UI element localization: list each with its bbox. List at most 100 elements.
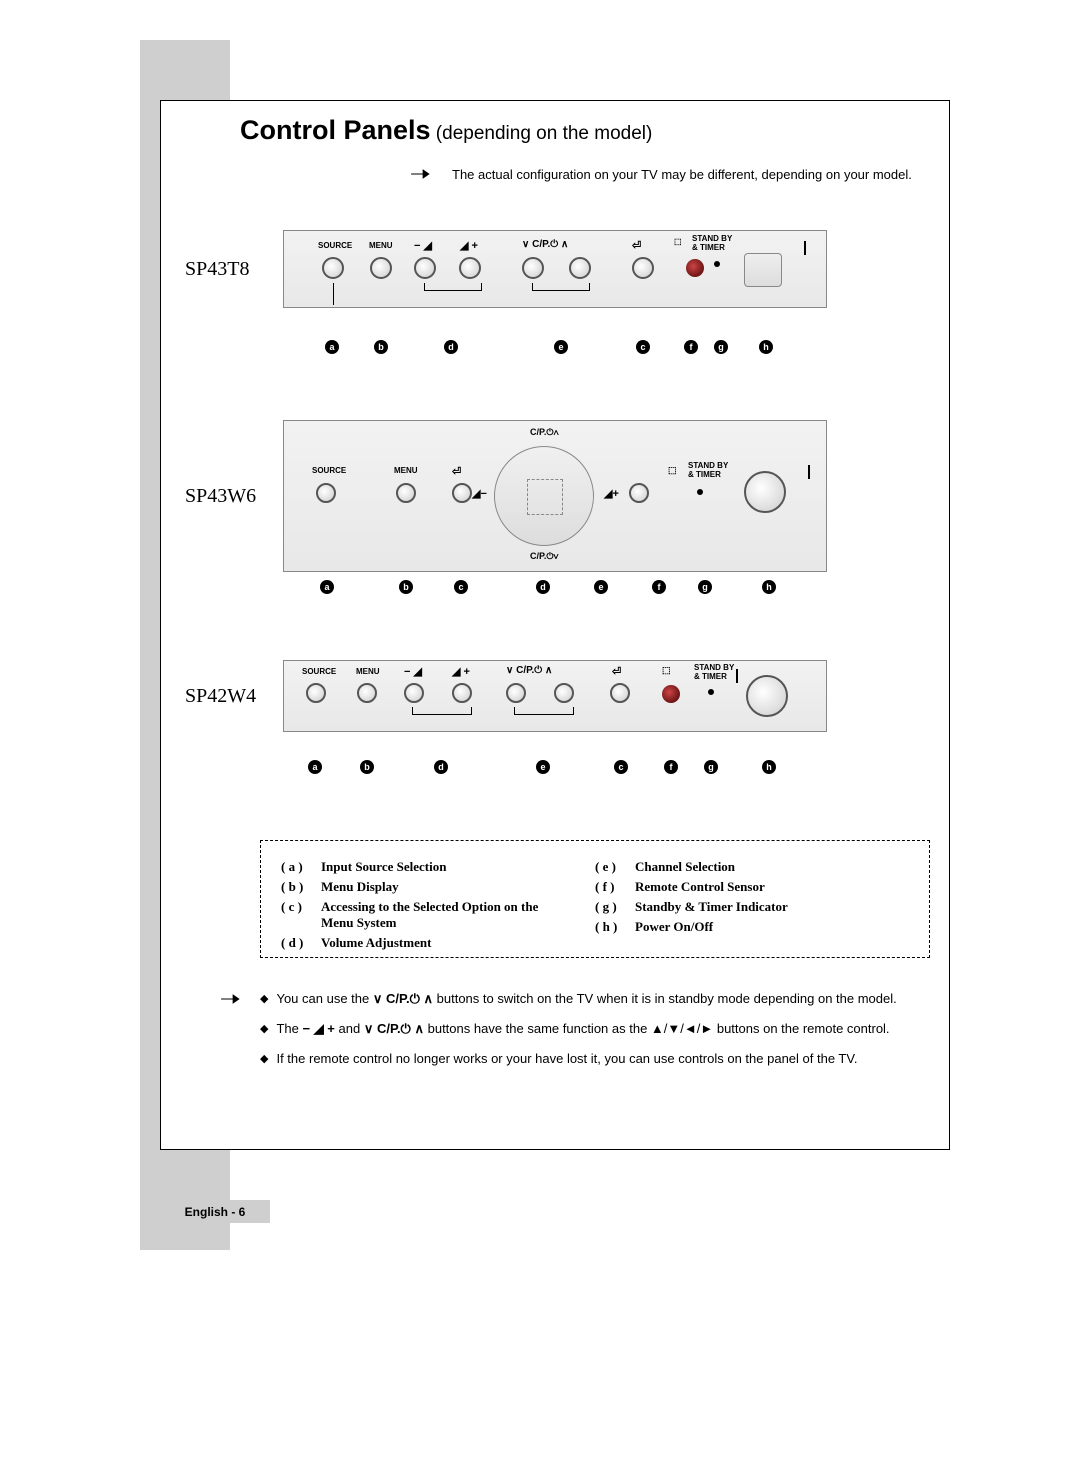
c2-a: a (320, 580, 334, 594)
n2c: buttons have the same function as the ▲/… (428, 1021, 890, 1036)
source-label-3: SOURCE (302, 667, 336, 676)
menu-button[interactable] (370, 257, 392, 279)
vol-down-3[interactable] (404, 683, 424, 703)
menu-label-2: MENU (394, 466, 418, 475)
title-rest: (depending on the model) (431, 123, 653, 144)
c2-g: g (698, 580, 712, 594)
leg-b: Menu Display (321, 879, 399, 895)
timer-label-3: & TIMER (694, 672, 727, 681)
ch-down-3[interactable] (506, 683, 526, 703)
c3-a: a (308, 760, 322, 774)
c3-e: e (536, 760, 550, 774)
callout-c: c (636, 340, 650, 354)
notes-arrow-icon (220, 992, 242, 1081)
footer-page: English - 6 (160, 1200, 270, 1223)
n1-sym: ∨ C/P.⏻ ∧ (373, 991, 433, 1006)
vol-plus-label: ◢ + (460, 239, 478, 252)
note-3: ◆ If the remote control no longer works … (260, 1050, 940, 1068)
legend-col-left: ( a )Input Source Selection ( b )Menu Di… (281, 855, 595, 943)
power-button-2[interactable] (744, 471, 786, 513)
c3-g: g (704, 760, 718, 774)
title-bold: Control Panels (240, 115, 431, 145)
ch-up-button[interactable] (569, 257, 591, 279)
cp-down-label: C/P.⏻∨ (530, 551, 559, 562)
enter-icon-2: ⏎ (452, 465, 461, 478)
panel-group-1: SP43T8 SOURCE MENU − ◢ ◢ + ∨ C/P.⏻ ∧ ⏎ ⬚… (185, 230, 827, 308)
sensor-symbol-icon: ⬚ (674, 237, 682, 246)
n2-vol: − ◢ + (302, 1021, 334, 1036)
vol-up-button[interactable] (459, 257, 481, 279)
source-button-2[interactable] (316, 483, 336, 503)
cp-up-label: C/P.⏻∧ (530, 427, 559, 438)
power-button-3[interactable] (746, 675, 788, 717)
power-pipe-3-icon (736, 669, 738, 683)
leg-f: Remote Control Sensor (635, 879, 765, 895)
vol-neg-2: ◢− (472, 487, 487, 500)
callout-b: b (374, 340, 388, 354)
leg-d: Volume Adjustment (321, 935, 431, 951)
menu-button-2[interactable] (396, 483, 416, 503)
callout-h: h (759, 340, 773, 354)
model-label-3: SP42W4 (185, 685, 265, 708)
standby-label-2: STAND BY (688, 461, 728, 470)
note-arrow-icon (410, 167, 432, 184)
legend-box: ( a )Input Source Selection ( b )Menu Di… (260, 840, 930, 958)
remote-sensor-3 (662, 685, 680, 703)
enter-button[interactable] (632, 257, 654, 279)
cp-label: ∨ C/P.⏻ ∧ (522, 239, 568, 250)
vol-pos-2: ◢+ (604, 487, 619, 500)
vol-minus-label: − ◢ (414, 239, 432, 252)
leg-c: Accessing to the Selected Option on the … (321, 899, 551, 931)
top-note-text: The actual configuration on your TV may … (452, 167, 912, 182)
callout-e: e (554, 340, 568, 354)
sensor-sym-2: ⬚ (668, 465, 677, 476)
c2-c: c (454, 580, 468, 594)
standby-label-3: STAND BY (694, 663, 734, 672)
ch-up-3[interactable] (554, 683, 574, 703)
power-pipe-icon (804, 241, 806, 255)
panel-group-3: SP42W4 SOURCE MENU − ◢ ◢ + ∨ C/P.⏻ ∧ ⏎ ⬚… (185, 660, 827, 732)
source-button-3[interactable] (306, 683, 326, 703)
vol-side-button[interactable] (629, 483, 649, 503)
model-label-1: SP43T8 (185, 258, 265, 281)
note-2: ◆ The − ◢ + and ∨ C/P.⏻ ∧ buttons have t… (260, 1020, 940, 1038)
panel-2: SOURCE MENU ⏎ ◢− C/P.⏻∧ C/P.⏻∨ ◢+ ⬚ STAN… (283, 420, 827, 572)
vol-down-button[interactable] (414, 257, 436, 279)
callout-g: g (714, 340, 728, 354)
source-label: SOURCE (318, 241, 352, 250)
c2-d: d (536, 580, 550, 594)
enter-icon-3: ⏎ (612, 665, 621, 678)
menu-button-3[interactable] (357, 683, 377, 703)
c3-c: c (614, 760, 628, 774)
leg-g: Standby & Timer Indicator (635, 899, 788, 915)
source-button[interactable] (322, 257, 344, 279)
legend-col-right: ( e )Channel Selection ( f )Remote Contr… (595, 855, 909, 943)
c3-f: f (664, 760, 678, 774)
joystick[interactable] (527, 479, 563, 515)
n1a: You can use the (276, 991, 372, 1006)
c2-b: b (399, 580, 413, 594)
enter-button-2[interactable] (452, 483, 472, 503)
ch-down-button[interactable] (522, 257, 544, 279)
top-note: The actual configuration on your TV may … (410, 167, 940, 184)
cp-label-3: ∨ C/P.⏻ ∧ (506, 665, 552, 676)
c3-h: h (762, 760, 776, 774)
c2-f: f (652, 580, 666, 594)
leg-a: Input Source Selection (321, 859, 446, 875)
enter-icon: ⏎ (632, 239, 641, 252)
vol-neg-3: − ◢ (404, 665, 422, 678)
source-label-2: SOURCE (312, 466, 346, 475)
page-title: Control Panels (depending on the model) (240, 115, 652, 146)
n1b: buttons to switch on the TV when it is i… (437, 991, 897, 1006)
standby-led (714, 261, 720, 267)
enter-button-3[interactable] (610, 683, 630, 703)
power-button[interactable] (744, 253, 782, 287)
vol-up-3[interactable] (452, 683, 472, 703)
leg-e: Channel Selection (635, 859, 735, 875)
callout-d: d (444, 340, 458, 354)
joystick-ring (494, 446, 594, 546)
model-label-2: SP43W6 (185, 485, 265, 508)
leg-h: Power On/Off (635, 919, 713, 935)
remote-sensor (686, 259, 704, 277)
callout-f: f (684, 340, 698, 354)
